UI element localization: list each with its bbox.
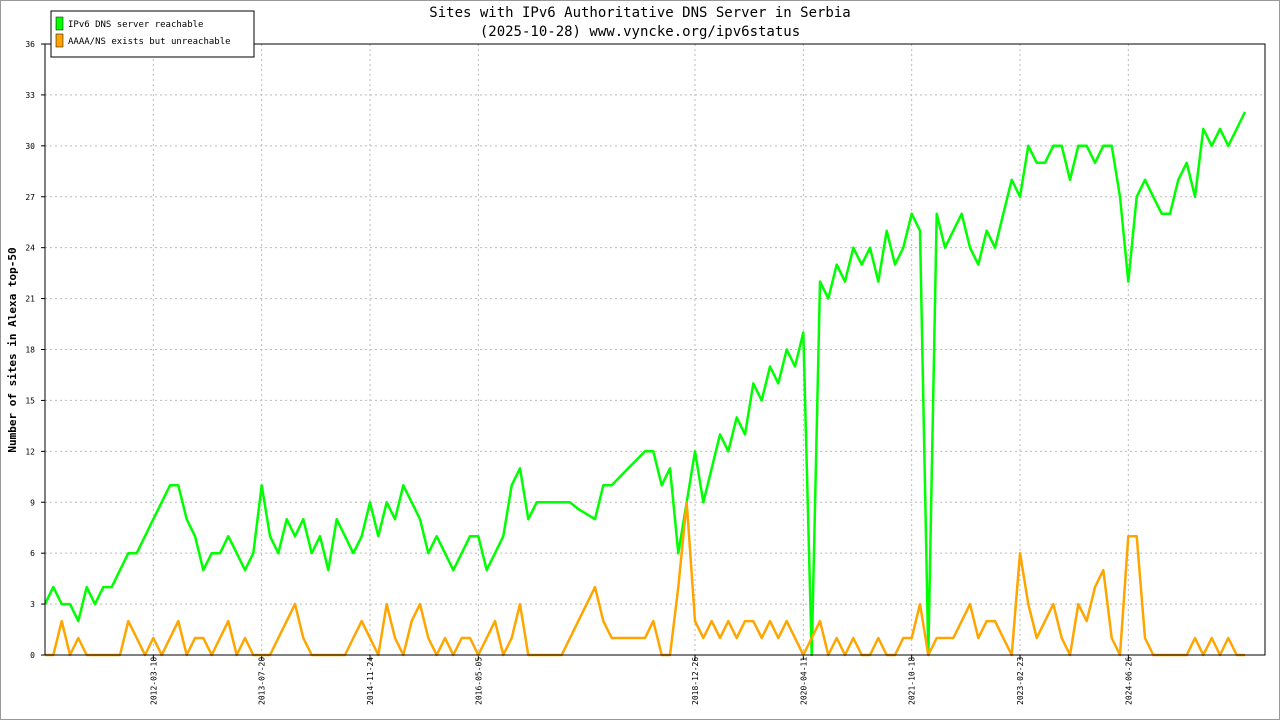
- y-tick-label: 15: [25, 396, 35, 405]
- plot: [43, 111, 1247, 657]
- series-line: [45, 501, 1245, 657]
- y-tick-label: 21: [25, 295, 35, 304]
- y-tick-label: 3: [30, 600, 35, 609]
- legend-label: AAAA/NS exists but unreachable: [68, 37, 231, 47]
- legend-box: [50, 10, 255, 58]
- y-tick-label: 12: [25, 447, 35, 456]
- y-tick-label: 30: [25, 142, 35, 151]
- x-tick-label: 2020-04-11: [799, 657, 808, 705]
- y-tick-label: 0: [30, 651, 35, 660]
- plot-border: [44, 43, 1266, 656]
- x-tick-label: 2014-11-24: [366, 657, 375, 705]
- y-tick-label: 18: [25, 346, 35, 355]
- y-tick-label: 33: [25, 91, 35, 100]
- y-axis-label: Number of sites in Alexa top-50: [6, 247, 19, 452]
- legend-label: IPv6 DNS server reachable: [68, 20, 203, 30]
- legend: IPv6 DNS server reachable AAAA/NS exists …: [50, 10, 255, 58]
- x-tick-label: 2024-06-26: [1124, 657, 1133, 705]
- x-tick-label: 2018-12-26: [691, 657, 700, 705]
- y-tick-label: 24: [25, 244, 35, 253]
- y-tick-label: 27: [25, 193, 35, 202]
- x-tick-label: 2012-03-10: [149, 657, 158, 705]
- y-tick-label: 9: [30, 498, 35, 507]
- series-line: [43, 111, 1247, 657]
- chart-title: Sites with IPv6 Authoritative DNS Server…: [429, 5, 850, 21]
- y-tick-label: 6: [30, 549, 35, 558]
- x-tick-label: 2023-02-23: [1016, 657, 1025, 705]
- x-tick-label: 2021-10-18: [908, 657, 917, 705]
- x-tick-label: 2013-07-20: [258, 657, 267, 705]
- x-tick-label: 2016-05-05: [474, 657, 483, 705]
- legend-swatch: [55, 16, 64, 31]
- chart-subtitle: (2025-10-28) www.vyncke.org/ipv6status: [480, 24, 800, 40]
- legend-swatch: [55, 33, 64, 48]
- y-tick-label: 36: [25, 40, 35, 49]
